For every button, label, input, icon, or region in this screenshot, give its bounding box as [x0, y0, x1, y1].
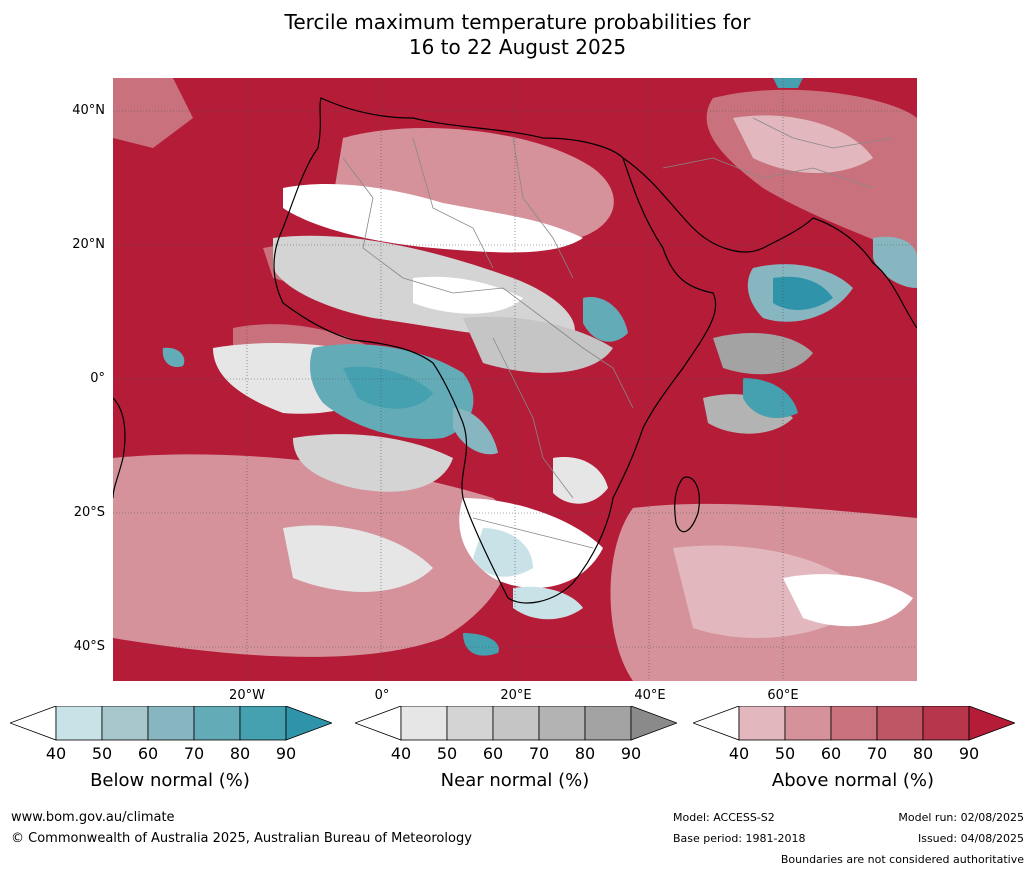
colorbar-lower-extend: [355, 706, 402, 741]
colorbar-near-normal: [355, 706, 677, 741]
colorbar-label-above: Above normal (%): [771, 770, 935, 791]
tick: 40: [390, 744, 412, 763]
model-text: Model: ACCESS-S2: [673, 811, 775, 824]
colorbar-segment: [400, 706, 448, 741]
colorbar-above-normal: [693, 706, 1015, 741]
colorbar-segment: [876, 706, 924, 741]
issued-text: Issued: 04/08/2025: [917, 832, 1024, 845]
tick: 60: [482, 744, 504, 763]
lat-label-20n: 20°N: [72, 237, 105, 252]
colorbar-segment: [446, 706, 494, 741]
tick: 90: [275, 744, 297, 763]
colorbar-upper-extend: [285, 706, 332, 741]
colorbar-below-normal: [10, 706, 332, 741]
tick: 70: [183, 744, 205, 763]
colorbar-segment: [193, 706, 241, 741]
lon-label-0: 0°: [374, 688, 390, 703]
lon-label-40e: 40°E: [634, 688, 666, 703]
colorbar-upper-extend: [630, 706, 677, 741]
graticule: [113, 78, 917, 681]
colorbar-segment: [738, 706, 786, 741]
colorbar-label-near: Near normal (%): [440, 770, 590, 791]
base-period-text: Base period: 1981-2018: [673, 832, 806, 845]
tick: 80: [574, 744, 596, 763]
lon-label-20w: 20°W: [229, 688, 265, 703]
map-svg: [113, 78, 917, 681]
tick: 60: [137, 744, 159, 763]
colorbar-segment: [55, 706, 103, 741]
map-title: Tercile maximum temperature probabilitie…: [0, 10, 1035, 60]
website-link[interactable]: www.bom.gov.au/climate: [11, 810, 175, 825]
colorbar-segment: [239, 706, 287, 741]
tick: 80: [229, 744, 251, 763]
tick: 50: [91, 744, 113, 763]
colorbar-lower-extend: [693, 706, 740, 741]
colorbar-segment: [584, 706, 632, 741]
tick: 80: [912, 744, 934, 763]
tick: 50: [774, 744, 796, 763]
country-borders: [342, 117, 894, 549]
tick: 40: [45, 744, 67, 763]
near-normal-areas: [213, 183, 913, 627]
lon-label-20e: 20°E: [500, 688, 532, 703]
colorbar-segment: [492, 706, 540, 741]
colorbar-segment: [101, 706, 149, 741]
probability-map: [113, 78, 917, 681]
model-run-text: Model run: 02/08/2025: [898, 811, 1024, 824]
lat-label-40n: 40°N: [72, 103, 105, 118]
tick: 90: [620, 744, 642, 763]
tick: 60: [820, 744, 842, 763]
copyright-text: © Commonwealth of Australia 2025, Austra…: [11, 831, 472, 846]
colorbar-segment: [784, 706, 832, 741]
lat-label-40s: 40°S: [73, 639, 105, 654]
tick: 70: [528, 744, 550, 763]
lat-label-equator: 0°: [90, 371, 105, 386]
lat-label-20s: 20°S: [73, 505, 105, 520]
colorbar-segment: [147, 706, 195, 741]
tick: 90: [958, 744, 980, 763]
tick: 40: [728, 744, 750, 763]
lon-label-60e: 60°E: [767, 688, 799, 703]
above-normal-moderate-areas: [113, 78, 917, 681]
tick: 50: [436, 744, 458, 763]
colorbar-label-below: Below normal (%): [90, 770, 250, 791]
colorbar-segment: [922, 706, 970, 741]
colorbar-segment: [538, 706, 586, 741]
colorbar-upper-extend: [968, 706, 1015, 741]
title-line-1: Tercile maximum temperature probabilitie…: [284, 10, 751, 34]
coastlines: [113, 97, 917, 604]
tick: 70: [866, 744, 888, 763]
disclaimer-text: Boundaries are not considered authoritat…: [780, 853, 1024, 866]
colorbar-lower-extend: [10, 706, 57, 741]
below-normal-areas: [162, 78, 917, 656]
colorbar-segment: [830, 706, 878, 741]
title-line-2: 16 to 22 August 2025: [408, 35, 627, 59]
